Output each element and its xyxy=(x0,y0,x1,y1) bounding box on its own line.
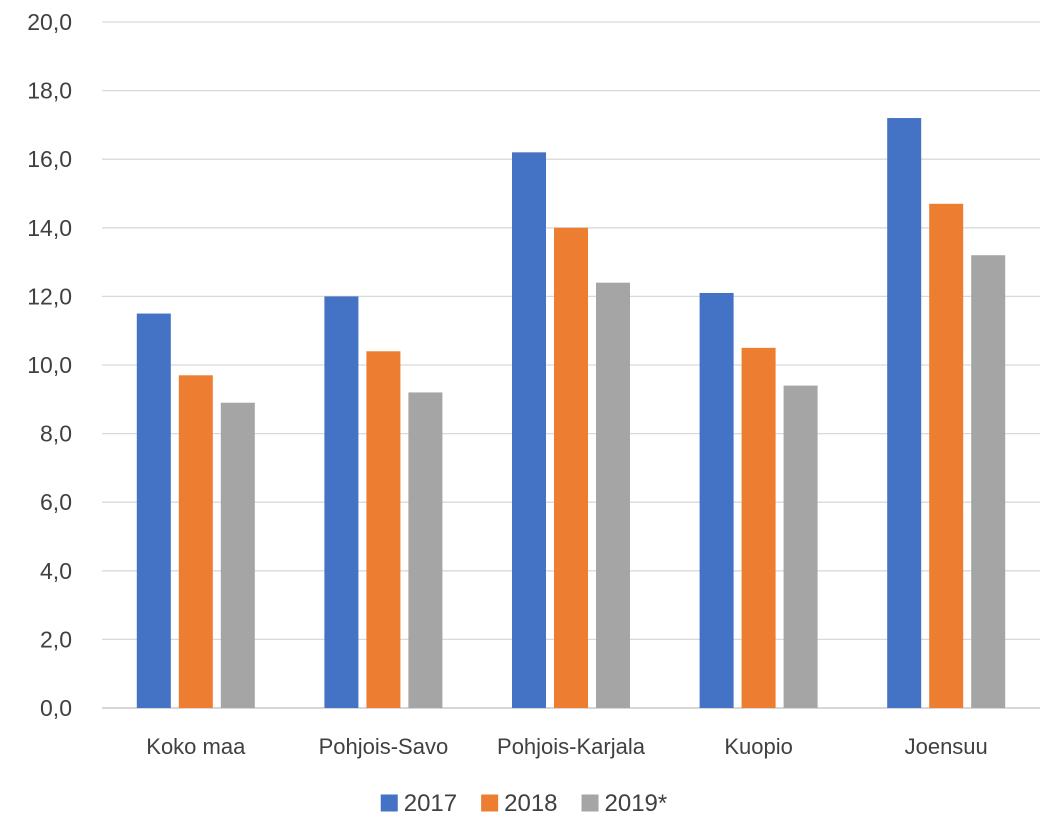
bar-2018-1 xyxy=(366,351,401,708)
legend-label: 2017 xyxy=(404,790,457,817)
legend-label: 2019* xyxy=(605,790,668,817)
y-tick-label: 8,0 xyxy=(40,421,72,447)
x-axis-category-labels: Koko maa Pohjois-Savo Pohjois-Karjala Kuopi… xyxy=(146,734,988,759)
y-tick-label: 2,0 xyxy=(40,626,72,652)
x-category-label: Pohjois-Savo xyxy=(319,734,449,759)
legend-swatch xyxy=(380,794,398,812)
y-tick-label: 6,0 xyxy=(40,489,72,515)
bar-2017-2 xyxy=(512,152,546,709)
bar-2019-3 xyxy=(783,385,818,708)
bar-2019-0 xyxy=(220,402,255,708)
bar-2018-2 xyxy=(554,227,588,709)
y-tick-label: 16,0 xyxy=(27,146,72,172)
bar-2017-4 xyxy=(887,118,922,709)
x-category-label: Koko maa xyxy=(146,734,246,759)
y-tick-label: 4,0 xyxy=(40,558,72,584)
y-tick-label: 10,0 xyxy=(27,352,72,378)
bar-2017-3 xyxy=(699,292,734,708)
bar-2019-2 xyxy=(596,282,630,708)
y-tick-label: 14,0 xyxy=(27,215,72,241)
y-tick-label: 12,0 xyxy=(27,283,72,309)
bar-2018-3 xyxy=(741,347,776,708)
bars xyxy=(136,118,1006,709)
y-tick-label: 20,0 xyxy=(27,9,72,35)
bar-2019-1 xyxy=(408,392,443,708)
y-tick-label: 0,0 xyxy=(40,695,72,721)
bar-2017-1 xyxy=(324,296,359,708)
y-axis-tick-labels: 0,0 2,0 4,0 6,0 8,0 10,0 12,0 14,0 16,0 18,0 20,0 xyxy=(27,9,72,721)
bar-2018-0 xyxy=(178,375,213,708)
x-category-label: Kuopio xyxy=(724,734,793,759)
bar-2018-4 xyxy=(929,203,964,709)
legend-swatch xyxy=(581,794,599,812)
bar-2019-4 xyxy=(971,255,1006,709)
x-category-label: Joensuu xyxy=(905,734,988,759)
y-tick-label: 18,0 xyxy=(27,78,72,104)
legend-label: 2018 xyxy=(504,790,557,817)
x-category-label: Pohjois-Karjala xyxy=(497,734,646,759)
legend-swatch xyxy=(481,794,499,812)
legend: 2017 2018 2019* xyxy=(380,790,668,817)
bar-2017-0 xyxy=(136,313,171,708)
